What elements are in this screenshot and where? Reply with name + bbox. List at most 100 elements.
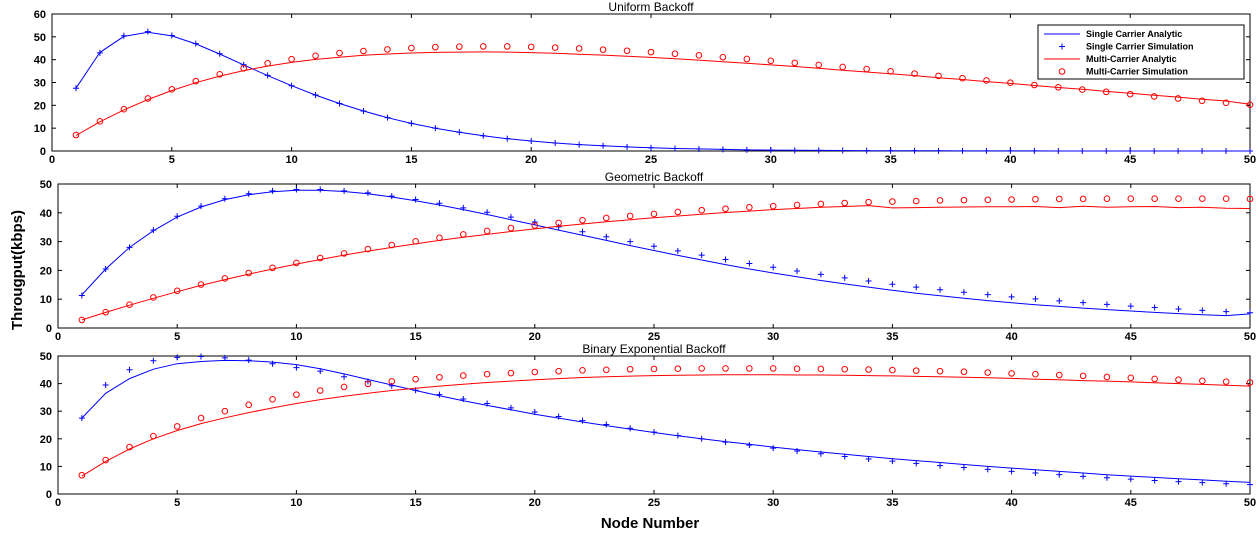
data-point-circle [459, 231, 467, 238]
data-point-circle [1103, 195, 1111, 202]
data-point-circle [316, 387, 324, 394]
data-point-circle [78, 471, 86, 479]
data-point-plus [1247, 481, 1253, 488]
data-point-circle [1222, 378, 1230, 385]
data-point-plus [312, 92, 319, 99]
data-point-circle [388, 378, 396, 385]
data-point-plus [480, 132, 487, 139]
data-point-circle [1008, 196, 1015, 203]
data-point-circle [1198, 97, 1206, 105]
data-point-circle [815, 61, 823, 69]
legend-entry: Multi-Carrier Analytic [1044, 54, 1177, 64]
data-point-circle [719, 53, 727, 61]
y-tick-label: 20 [34, 100, 46, 112]
data-point-circle [412, 375, 419, 383]
data-point-plus [1175, 147, 1182, 154]
data-point-circle [887, 68, 894, 75]
data-point-circle [839, 63, 846, 71]
data-point-circle [1079, 195, 1087, 203]
data-point-circle [364, 245, 372, 253]
data-point-circle [960, 196, 968, 204]
data-point-circle [312, 52, 319, 60]
data-point-plus [1199, 148, 1206, 154]
data-point-plus [1008, 468, 1015, 475]
axes-box [57, 183, 1251, 329]
data-point-plus [1151, 477, 1158, 484]
data-point-plus [221, 195, 228, 202]
data-point-plus [552, 140, 559, 147]
data-point-circle [1150, 93, 1158, 100]
x-axis-title: Node Number [601, 515, 700, 532]
data-point-circle [674, 365, 682, 372]
data-point-plus [507, 404, 514, 411]
series-line [81, 359, 1251, 483]
data-point-plus [126, 366, 133, 373]
series-single-carrier-analytic [75, 31, 1250, 152]
x-tick-label: 30 [767, 331, 779, 343]
data-point-plus [269, 187, 276, 194]
data-point-circle [863, 65, 870, 73]
data-point-plus [336, 100, 343, 107]
data-point-circle [78, 316, 86, 324]
y-tick-label: 40 [40, 208, 52, 220]
data-point-circle [551, 44, 559, 51]
x-tick-label: 15 [409, 497, 421, 509]
data-point-circle [1175, 376, 1182, 384]
data-point-plus [817, 271, 824, 278]
data-point-plus [531, 409, 538, 416]
data-point-plus [1080, 473, 1087, 480]
data-point-plus [674, 247, 681, 254]
data-point-circle [388, 241, 396, 249]
data-point-plus [1247, 148, 1253, 154]
data-point-plus [102, 381, 109, 388]
data-point-plus [1247, 309, 1253, 316]
data-point-circle [647, 48, 655, 56]
data-point-plus [1079, 147, 1086, 154]
data-point-plus [531, 219, 538, 226]
data-point-circle [865, 198, 872, 206]
data-point-circle [412, 238, 419, 245]
data-point-plus [456, 129, 463, 136]
legend-entry: Multi-Carrier Simulation [1058, 67, 1188, 77]
data-point-circle [650, 365, 658, 373]
data-point-plus [484, 209, 491, 216]
data-point-plus [198, 353, 205, 360]
data-point-circle [150, 432, 157, 440]
data-point-plus [770, 264, 777, 271]
series-single-carrier-simulation [72, 28, 1253, 154]
x-tick-label: 35 [886, 331, 898, 343]
data-point-circle [1199, 377, 1206, 385]
data-point-circle [192, 77, 200, 85]
data-point-plus [1151, 304, 1158, 311]
y-tick-label: 40 [40, 379, 52, 391]
data-point-circle [984, 196, 992, 204]
x-tick-label: 35 [886, 497, 898, 509]
data-point-plus [317, 368, 324, 375]
data-point-circle [1126, 90, 1134, 98]
legend-entry: Single Carrier Analytic [1044, 29, 1182, 39]
data-point-plus [959, 147, 966, 154]
data-point-plus [648, 144, 654, 151]
data-point-circle [126, 443, 133, 451]
data-point-circle [1222, 99, 1230, 107]
data-point-circle [769, 202, 777, 210]
data-point-plus [841, 274, 848, 281]
data-point-circle [769, 365, 777, 372]
data-point-plus [341, 373, 348, 380]
data-point-plus [770, 445, 777, 452]
data-point-circle [340, 250, 348, 257]
data-point-plus [72, 85, 79, 92]
series-line [75, 31, 1250, 152]
data-point-circle [626, 212, 634, 220]
series-single-carrier-analytic [81, 189, 1251, 317]
x-tick-label: 50 [1244, 497, 1256, 509]
data-point-circle [269, 396, 276, 403]
data-point-circle [384, 46, 391, 53]
data-point-circle [432, 43, 439, 51]
data-point-circle [911, 70, 918, 77]
data-point-plus [794, 267, 801, 274]
data-point-plus [603, 233, 610, 240]
data-point-plus [651, 429, 657, 436]
data-point-circle [1151, 375, 1158, 383]
series-multi-carrier-simulation [78, 195, 1254, 324]
